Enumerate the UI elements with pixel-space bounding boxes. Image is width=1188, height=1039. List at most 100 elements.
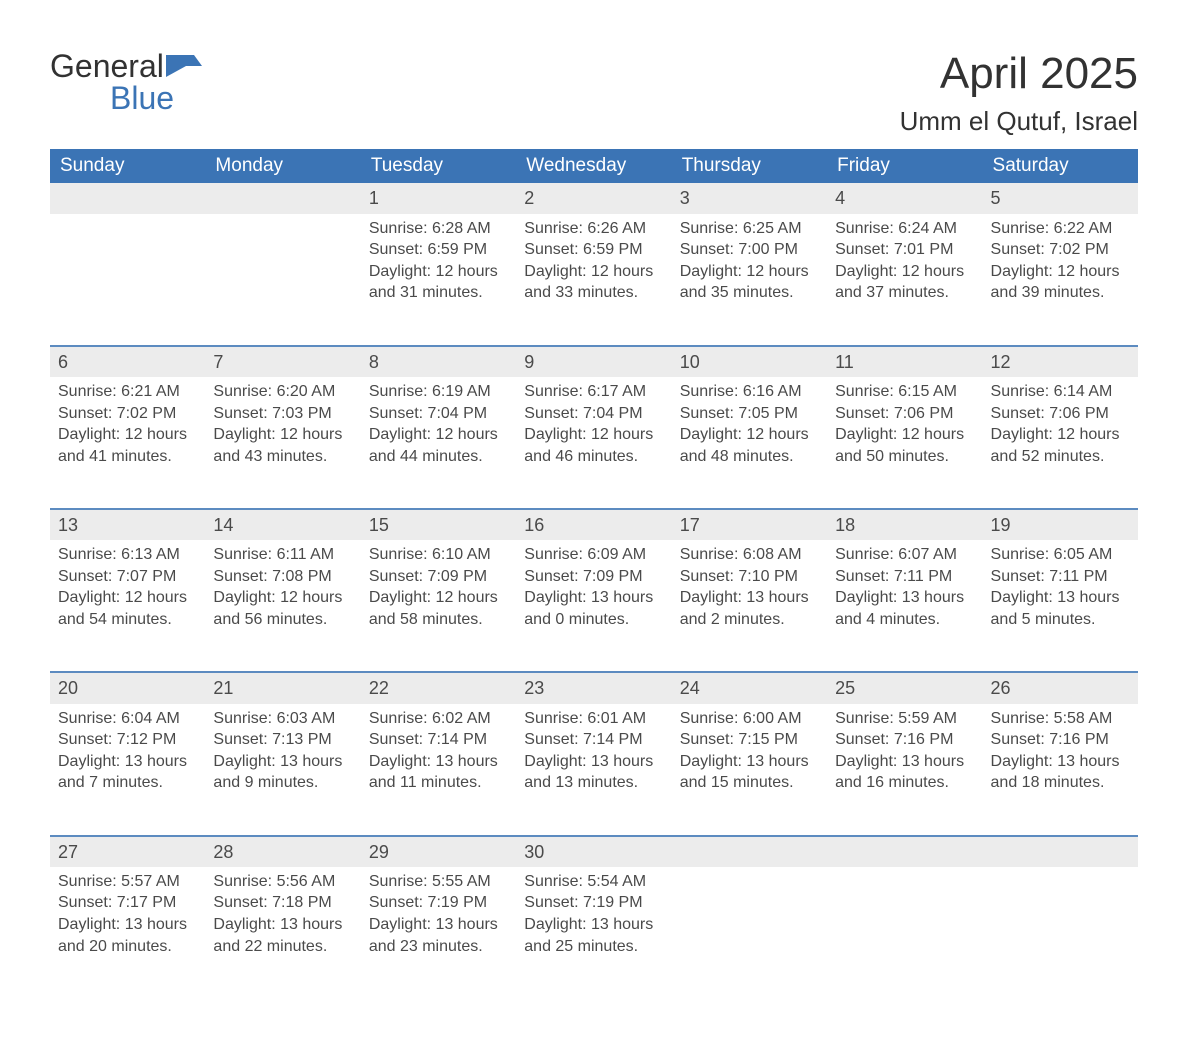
- day-number-cell: 18: [827, 509, 982, 540]
- daynum-row: 20212223242526: [50, 672, 1138, 703]
- day-number-cell: 11: [827, 346, 982, 377]
- day-number-cell: 30: [516, 836, 671, 867]
- day-number-cell: 5: [983, 183, 1138, 213]
- page-title: April 2025: [900, 50, 1138, 98]
- sunrise-text: Sunrise: 6:05 AM: [991, 544, 1130, 566]
- daylight-text: Daylight: 13 hours and 18 minutes.: [991, 751, 1130, 794]
- day-content-cell: Sunrise: 5:58 AMSunset: 7:16 PMDaylight:…: [983, 704, 1138, 836]
- day-content-cell: Sunrise: 6:28 AMSunset: 6:59 PMDaylight:…: [361, 214, 516, 346]
- weekday-header: Sunday: [50, 149, 205, 183]
- day-content-cell: Sunrise: 6:26 AMSunset: 6:59 PMDaylight:…: [516, 214, 671, 346]
- sunset-text: Sunset: 7:06 PM: [991, 403, 1130, 425]
- sunset-text: Sunset: 7:08 PM: [213, 566, 352, 588]
- sunrise-text: Sunrise: 6:13 AM: [58, 544, 197, 566]
- day-number-cell: 24: [672, 672, 827, 703]
- day-number-cell: [205, 183, 360, 213]
- sunrise-text: Sunrise: 6:24 AM: [835, 218, 974, 240]
- day-content-cell: Sunrise: 6:17 AMSunset: 7:04 PMDaylight:…: [516, 377, 671, 509]
- daylight-text: Daylight: 12 hours and 56 minutes.: [213, 587, 352, 630]
- content-row: Sunrise: 6:28 AMSunset: 6:59 PMDaylight:…: [50, 214, 1138, 346]
- day-number-cell: 10: [672, 346, 827, 377]
- day-content-cell: Sunrise: 6:24 AMSunset: 7:01 PMDaylight:…: [827, 214, 982, 346]
- daylight-text: Daylight: 13 hours and 4 minutes.: [835, 587, 974, 630]
- day-number-cell: 2: [516, 183, 671, 213]
- day-number-cell: [827, 836, 982, 867]
- daylight-text: Daylight: 13 hours and 20 minutes.: [58, 914, 197, 957]
- day-content-cell: Sunrise: 6:16 AMSunset: 7:05 PMDaylight:…: [672, 377, 827, 509]
- day-number-cell: [50, 183, 205, 213]
- day-content-cell: Sunrise: 5:55 AMSunset: 7:19 PMDaylight:…: [361, 867, 516, 999]
- day-content-cell: Sunrise: 5:59 AMSunset: 7:16 PMDaylight:…: [827, 704, 982, 836]
- day-number-cell: 25: [827, 672, 982, 703]
- sunset-text: Sunset: 7:05 PM: [680, 403, 819, 425]
- sunrise-text: Sunrise: 6:16 AM: [680, 381, 819, 403]
- brand-part1: General: [50, 48, 164, 84]
- daylight-text: Daylight: 12 hours and 48 minutes.: [680, 424, 819, 467]
- sunset-text: Sunset: 7:09 PM: [369, 566, 508, 588]
- day-content-cell: Sunrise: 6:00 AMSunset: 7:15 PMDaylight:…: [672, 704, 827, 836]
- day-number-cell: 13: [50, 509, 205, 540]
- daylight-text: Daylight: 13 hours and 25 minutes.: [524, 914, 663, 957]
- sunset-text: Sunset: 7:01 PM: [835, 239, 974, 261]
- day-number-cell: 16: [516, 509, 671, 540]
- sunrise-text: Sunrise: 6:25 AM: [680, 218, 819, 240]
- sunset-text: Sunset: 7:03 PM: [213, 403, 352, 425]
- sunset-text: Sunset: 7:09 PM: [524, 566, 663, 588]
- day-number-cell: 28: [205, 836, 360, 867]
- calendar-table: SundayMondayTuesdayWednesdayThursdayFrid…: [50, 149, 1138, 998]
- sunrise-text: Sunrise: 6:20 AM: [213, 381, 352, 403]
- daylight-text: Daylight: 13 hours and 13 minutes.: [524, 751, 663, 794]
- day-number-cell: 22: [361, 672, 516, 703]
- day-number-cell: 26: [983, 672, 1138, 703]
- sunrise-text: Sunrise: 6:08 AM: [680, 544, 819, 566]
- daylight-text: Daylight: 13 hours and 11 minutes.: [369, 751, 508, 794]
- daylight-text: Daylight: 12 hours and 41 minutes.: [58, 424, 197, 467]
- day-content-cell: Sunrise: 5:54 AMSunset: 7:19 PMDaylight:…: [516, 867, 671, 999]
- day-number-cell: 27: [50, 836, 205, 867]
- day-content-cell: Sunrise: 6:25 AMSunset: 7:00 PMDaylight:…: [672, 214, 827, 346]
- daylight-text: Daylight: 13 hours and 16 minutes.: [835, 751, 974, 794]
- day-content-cell: [983, 867, 1138, 999]
- content-row: Sunrise: 5:57 AMSunset: 7:17 PMDaylight:…: [50, 867, 1138, 999]
- daylight-text: Daylight: 12 hours and 39 minutes.: [991, 261, 1130, 304]
- day-content-cell: Sunrise: 5:56 AMSunset: 7:18 PMDaylight:…: [205, 867, 360, 999]
- daylight-text: Daylight: 13 hours and 23 minutes.: [369, 914, 508, 957]
- sunrise-text: Sunrise: 6:02 AM: [369, 708, 508, 730]
- day-content-cell: [50, 214, 205, 346]
- weekday-header: Saturday: [983, 149, 1138, 183]
- content-row: Sunrise: 6:04 AMSunset: 7:12 PMDaylight:…: [50, 704, 1138, 836]
- daylight-text: Daylight: 12 hours and 54 minutes.: [58, 587, 197, 630]
- title-block: April 2025 Umm el Qutuf, Israel: [900, 50, 1138, 137]
- sunset-text: Sunset: 7:17 PM: [58, 892, 197, 914]
- daynum-row: 27282930: [50, 836, 1138, 867]
- sunrise-text: Sunrise: 6:26 AM: [524, 218, 663, 240]
- sunrise-text: Sunrise: 5:58 AM: [991, 708, 1130, 730]
- sunset-text: Sunset: 7:14 PM: [369, 729, 508, 751]
- sunrise-text: Sunrise: 6:01 AM: [524, 708, 663, 730]
- sunrise-text: Sunrise: 6:07 AM: [835, 544, 974, 566]
- day-number-cell: 14: [205, 509, 360, 540]
- daylight-text: Daylight: 12 hours and 31 minutes.: [369, 261, 508, 304]
- sunset-text: Sunset: 7:15 PM: [680, 729, 819, 751]
- day-number-cell: 19: [983, 509, 1138, 540]
- day-content-cell: [672, 867, 827, 999]
- day-content-cell: Sunrise: 6:10 AMSunset: 7:09 PMDaylight:…: [361, 540, 516, 672]
- day-number-cell: 17: [672, 509, 827, 540]
- daylight-text: Daylight: 13 hours and 5 minutes.: [991, 587, 1130, 630]
- day-content-cell: Sunrise: 6:13 AMSunset: 7:07 PMDaylight:…: [50, 540, 205, 672]
- daylight-text: Daylight: 13 hours and 9 minutes.: [213, 751, 352, 794]
- day-number-cell: 23: [516, 672, 671, 703]
- day-number-cell: 29: [361, 836, 516, 867]
- sunrise-text: Sunrise: 6:22 AM: [991, 218, 1130, 240]
- sunrise-text: Sunrise: 6:17 AM: [524, 381, 663, 403]
- daylight-text: Daylight: 12 hours and 35 minutes.: [680, 261, 819, 304]
- daylight-text: Daylight: 13 hours and 22 minutes.: [213, 914, 352, 957]
- day-content-cell: Sunrise: 6:15 AMSunset: 7:06 PMDaylight:…: [827, 377, 982, 509]
- daylight-text: Daylight: 12 hours and 58 minutes.: [369, 587, 508, 630]
- day-content-cell: Sunrise: 6:22 AMSunset: 7:02 PMDaylight:…: [983, 214, 1138, 346]
- day-content-cell: Sunrise: 6:03 AMSunset: 7:13 PMDaylight:…: [205, 704, 360, 836]
- day-content-cell: Sunrise: 6:08 AMSunset: 7:10 PMDaylight:…: [672, 540, 827, 672]
- weekday-header: Thursday: [672, 149, 827, 183]
- day-content-cell: Sunrise: 6:05 AMSunset: 7:11 PMDaylight:…: [983, 540, 1138, 672]
- sunrise-text: Sunrise: 5:56 AM: [213, 871, 352, 893]
